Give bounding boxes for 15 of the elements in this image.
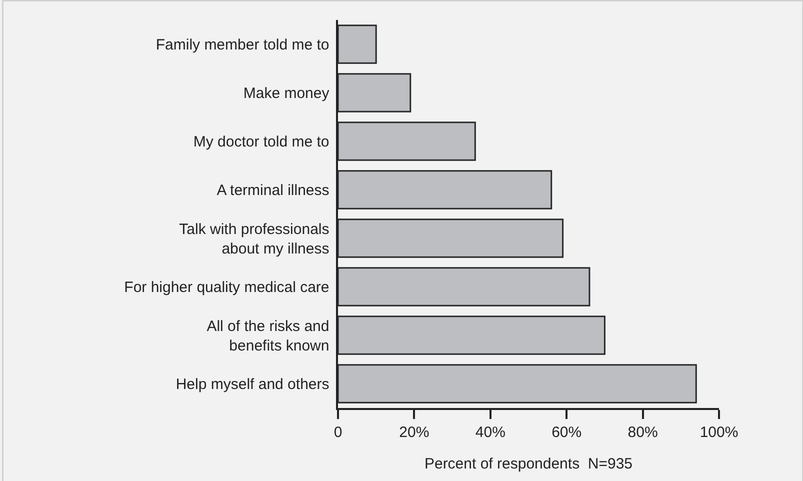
x-axis-title: Percent of respondents N=935 [424,455,633,472]
x-tick-label: 0 [334,424,342,441]
y-tick-label: Help myself and others [176,376,330,393]
y-tick-label: My doctor told me to [193,134,330,150]
x-tick-label: 80% [628,424,658,441]
x-tick-label: 20% [399,424,430,441]
x-tick-label: 40% [475,424,506,441]
y-tick-label: A terminal illness [216,182,330,199]
y-tick-label: Family member told me to [156,36,330,54]
y-tick-label: Talk with professionals about my illness [179,220,330,258]
x-tick-label: 60% [552,424,582,441]
y-tick-label: Make money [243,85,330,102]
y-tick-label: All of the risks and benefits known [206,318,330,354]
y-tick-label: For higher quality medical care [124,279,330,296]
x-tick-label: 100% [700,424,738,441]
